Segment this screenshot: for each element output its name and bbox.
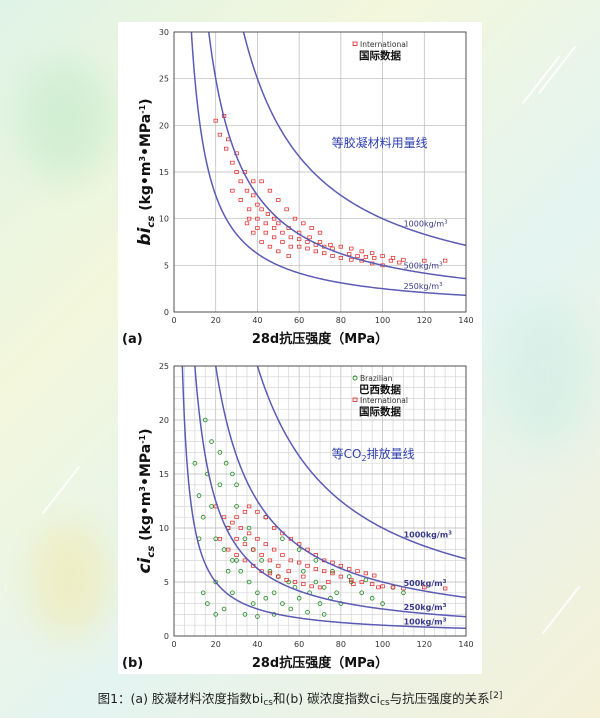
y-tick-label: 30 bbox=[159, 28, 169, 37]
y-tick-label: 20 bbox=[159, 416, 169, 425]
curve-label: 500kg/m3 bbox=[404, 579, 447, 588]
x-tick-label: 80 bbox=[336, 640, 346, 649]
curve-annotation: 等CO2排放量线 bbox=[332, 446, 415, 463]
curve-label: 1000kg/m3 bbox=[404, 531, 453, 540]
y-tick-label: 0 bbox=[164, 632, 169, 641]
caption-sub: cs bbox=[380, 698, 390, 708]
x-tick-label: 40 bbox=[252, 640, 262, 649]
y-tick-label: 25 bbox=[159, 75, 169, 84]
curve-annotation: 等胶凝材料用量线 bbox=[332, 135, 428, 150]
chart-panel-b: 1000kg/m3 500kg/m3 250kg/m3 100kg/m3 0 20 40 60… bbox=[118, 356, 482, 678]
y-axis-label: bics (kg•m3•MPa-1) bbox=[135, 98, 157, 245]
legend-label-en: International bbox=[360, 40, 408, 49]
x-tick-label: 60 bbox=[294, 640, 304, 649]
y-tick-label: 15 bbox=[159, 470, 169, 479]
y-tick-label: 10 bbox=[159, 524, 169, 533]
x-tick-label: 100 bbox=[375, 640, 390, 649]
curve-label: 500kg/m3 bbox=[404, 261, 443, 270]
curve-label: 1000kg/m3 bbox=[404, 220, 449, 229]
x-tick-label: 140 bbox=[458, 316, 473, 325]
y-tick-label: 5 bbox=[164, 261, 169, 270]
legend-label-en: Brazilian bbox=[360, 374, 393, 383]
caption-part: 和(b) 碳浓度指数ci bbox=[273, 691, 380, 706]
y-tick-label: 10 bbox=[159, 215, 169, 224]
x-tick-label: 40 bbox=[252, 316, 262, 325]
caption-ref: [2] bbox=[490, 691, 503, 701]
x-axis-label: 28d抗压强度（MPa） bbox=[252, 655, 388, 671]
y-tick-label: 0 bbox=[164, 308, 169, 317]
x-tick-label: 20 bbox=[211, 640, 221, 649]
legend-label-en: International bbox=[360, 396, 408, 405]
x-axis-label: 28d抗压强度（MPa） bbox=[252, 331, 388, 347]
legend-label-cn: 巴西数据 bbox=[359, 383, 401, 396]
figure-caption: 图1：(a) 胶凝材料浓度指数bics和(b) 碳浓度指数cics与抗压强度的关… bbox=[0, 688, 600, 708]
x-tick-label: 120 bbox=[417, 316, 432, 325]
panel-label: (b) bbox=[122, 656, 143, 671]
y-axis-label: cics (kg•m3•MPa-1) bbox=[135, 428, 157, 573]
x-tick-label: 60 bbox=[294, 316, 304, 325]
x-tick-label: 20 bbox=[211, 316, 221, 325]
curve-label: 100kg/m3 bbox=[404, 617, 447, 626]
x-tick-label: 0 bbox=[171, 640, 176, 649]
x-tick-label: 140 bbox=[458, 640, 473, 649]
x-tick-label: 80 bbox=[336, 316, 346, 325]
y-tick-label: 20 bbox=[159, 121, 169, 130]
figure-card: 1000kg/m3 500kg/m3 250kg/m3 0 20 40 60 80 100 120… bbox=[118, 22, 482, 674]
panel-label: (a) bbox=[122, 332, 143, 347]
legend-label-cn: 国际数据 bbox=[359, 49, 401, 62]
curve-label: 250kg/m3 bbox=[404, 603, 447, 612]
caption-part: 与抗压强度的关系 bbox=[390, 691, 490, 706]
y-tick-label: 25 bbox=[159, 362, 169, 371]
y-tick-label: 5 bbox=[164, 578, 169, 587]
caption-part: 图1：(a) 胶凝材料浓度指数bi bbox=[98, 691, 264, 706]
legend-label-cn: 国际数据 bbox=[359, 405, 401, 418]
x-tick-label: 0 bbox=[171, 316, 176, 325]
x-tick-label: 120 bbox=[417, 640, 432, 649]
y-tick-label: 15 bbox=[159, 168, 169, 177]
x-tick-label: 100 bbox=[375, 316, 390, 325]
caption-sub: cs bbox=[263, 698, 273, 708]
curve-label: 250kg/m3 bbox=[404, 282, 443, 291]
